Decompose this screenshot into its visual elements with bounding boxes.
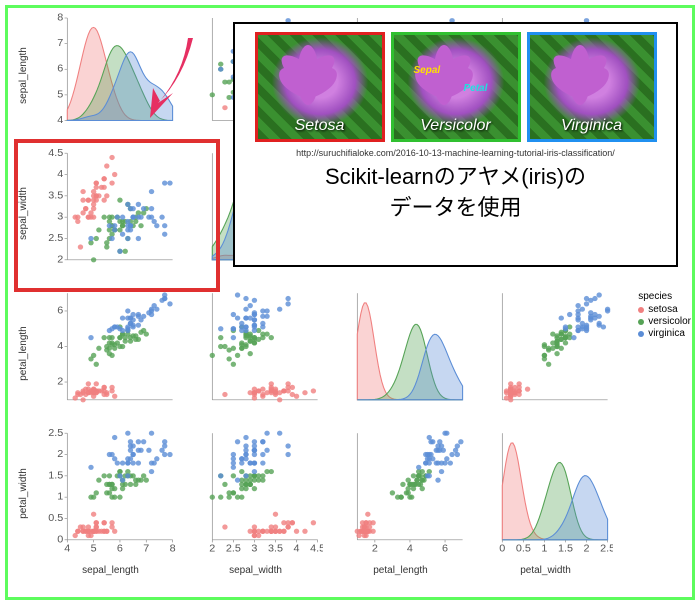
sepal-annotation: Sepal — [414, 65, 441, 76]
legend: species setosaversicolorvirginica — [638, 291, 691, 340]
svg-text:2: 2 — [57, 254, 63, 266]
svg-text:6: 6 — [117, 543, 123, 555]
svg-text:2.5: 2.5 — [226, 543, 241, 555]
x-axis-label: sepal_length — [38, 563, 183, 593]
legend-label: versicolor — [648, 316, 691, 327]
svg-text:4: 4 — [57, 115, 63, 126]
svg-text:1: 1 — [541, 543, 547, 555]
pair-cell: 2 2.5 3 3.5 4 4.5 — [183, 423, 328, 563]
scatter-subplot — [183, 283, 328, 423]
pair-cell: 0 0.5 1 1.5 2 2.5 4 5 6 7 8 — [38, 423, 183, 563]
svg-text:4: 4 — [64, 543, 70, 555]
svg-text:0: 0 — [57, 534, 63, 546]
svg-text:2: 2 — [57, 448, 63, 460]
y-axis-label: sepal_length — [8, 8, 38, 143]
svg-text:3: 3 — [57, 211, 63, 223]
legend-dot-icon — [638, 307, 644, 313]
legend-title: species — [638, 291, 691, 302]
y-axis-label: sepal_width — [8, 143, 38, 283]
x-axis-label: petal_length — [328, 563, 473, 593]
pair-cell — [328, 283, 473, 423]
species-photo: Setosa — [255, 32, 385, 142]
svg-text:4: 4 — [294, 543, 300, 555]
scatter-subplot: 2 2.5 3 3.5 4 4.5 — [183, 423, 328, 563]
svg-text:2: 2 — [209, 543, 215, 555]
x-axis-label: sepal_width — [183, 563, 328, 593]
svg-text:2: 2 — [57, 376, 63, 388]
svg-text:2.5: 2.5 — [48, 428, 63, 439]
svg-text:8: 8 — [170, 543, 176, 555]
headline-line2: データを使用 — [389, 195, 521, 220]
pairplot-frame: sepal_length 4 5 6 7 8 sepal_width 2 2.5 3 3.5 4 4.5… — [5, 5, 695, 600]
svg-text:6: 6 — [57, 305, 63, 317]
axis-label-text: sepal_width — [18, 187, 29, 240]
scatter-subplot: 0 0.5 1 1.5 2 2.5 4 5 6 7 8 — [38, 423, 183, 563]
callout-box: Setosa Sepal Petal Versicolor Virginica http… — [233, 22, 678, 267]
pair-cell: 2 4 6 — [38, 283, 183, 423]
svg-text:3.5: 3.5 — [48, 190, 63, 202]
kde-subplot — [328, 283, 473, 423]
axis-label-text: sepal_length — [18, 47, 29, 104]
svg-text:4: 4 — [57, 168, 63, 180]
svg-text:8: 8 — [57, 13, 63, 23]
scatter-subplot — [473, 283, 618, 423]
svg-text:0.5: 0.5 — [516, 543, 531, 555]
svg-text:4: 4 — [407, 543, 413, 555]
legend-item: versicolor — [638, 316, 691, 327]
pair-cell — [473, 283, 618, 423]
pair-cell: 2 4 6 — [328, 423, 473, 563]
svg-text:2.5: 2.5 — [48, 232, 63, 244]
svg-text:4: 4 — [57, 340, 63, 352]
scatter-subplot: 2 4 6 — [38, 283, 183, 423]
pair-cell — [183, 283, 328, 423]
svg-text:6: 6 — [442, 543, 448, 555]
legend-item: setosa — [638, 304, 691, 315]
pair-cell: 4 5 6 7 8 — [38, 8, 183, 143]
svg-text:2: 2 — [584, 543, 590, 555]
svg-text:5: 5 — [57, 90, 63, 101]
species-photo: Virginica — [527, 32, 657, 142]
pair-cell: 2 2.5 3 3.5 4 4.5 — [38, 143, 183, 283]
petal-annotation: Petal — [464, 83, 488, 94]
legend-dot-icon — [638, 319, 644, 325]
axis-label-text: petal_width — [18, 468, 29, 519]
scatter-subplot: 2 2.5 3 3.5 4 4.5 — [38, 143, 183, 283]
svg-text:7: 7 — [143, 543, 149, 555]
headline-line1: Scikit-learnのアヤメ(iris)の — [325, 164, 586, 189]
species-photos: Setosa Sepal Petal Versicolor Virginica — [245, 32, 666, 142]
svg-text:1.5: 1.5 — [558, 543, 573, 555]
species-photo: Sepal Petal Versicolor — [391, 32, 521, 142]
svg-text:6: 6 — [57, 64, 63, 75]
kde-subplot: 0 0.5 1 1.5 2 2.5 — [473, 423, 618, 563]
y-axis-label: petal_length — [8, 283, 38, 423]
headline: Scikit-learnのアヤメ(iris)の データを使用 — [245, 162, 666, 224]
axis-label-text: petal_length — [18, 326, 29, 381]
legend-dot-icon — [638, 331, 644, 337]
svg-text:7: 7 — [57, 38, 63, 49]
svg-text:3: 3 — [251, 543, 257, 555]
x-axis-label: petal_width — [473, 563, 618, 593]
svg-text:2: 2 — [372, 543, 378, 555]
svg-text:1: 1 — [57, 491, 63, 503]
source-url: http://suruchifialoke.com/2016-10-13-mac… — [245, 148, 666, 158]
photo-caption: Setosa — [295, 117, 345, 135]
svg-text:2.5: 2.5 — [600, 543, 613, 555]
svg-text:5: 5 — [91, 543, 97, 555]
svg-text:3.5: 3.5 — [268, 543, 283, 555]
kde-subplot: 4 5 6 7 8 — [38, 8, 183, 143]
photo-caption: Virginica — [561, 117, 622, 135]
svg-text:1.5: 1.5 — [48, 470, 63, 482]
svg-text:0: 0 — [499, 543, 505, 555]
legend-item: virginica — [638, 328, 691, 339]
legend-label: virginica — [648, 328, 685, 339]
y-axis-label: petal_width — [8, 423, 38, 563]
pair-cell: 0 0.5 1 1.5 2 2.5 — [473, 423, 618, 563]
svg-text:0.5: 0.5 — [48, 512, 63, 524]
svg-text:4.5: 4.5 — [310, 543, 323, 555]
photo-caption: Versicolor — [420, 117, 491, 135]
scatter-subplot: 2 4 6 — [328, 423, 473, 563]
svg-text:4.5: 4.5 — [48, 148, 63, 159]
legend-label: setosa — [648, 304, 677, 315]
